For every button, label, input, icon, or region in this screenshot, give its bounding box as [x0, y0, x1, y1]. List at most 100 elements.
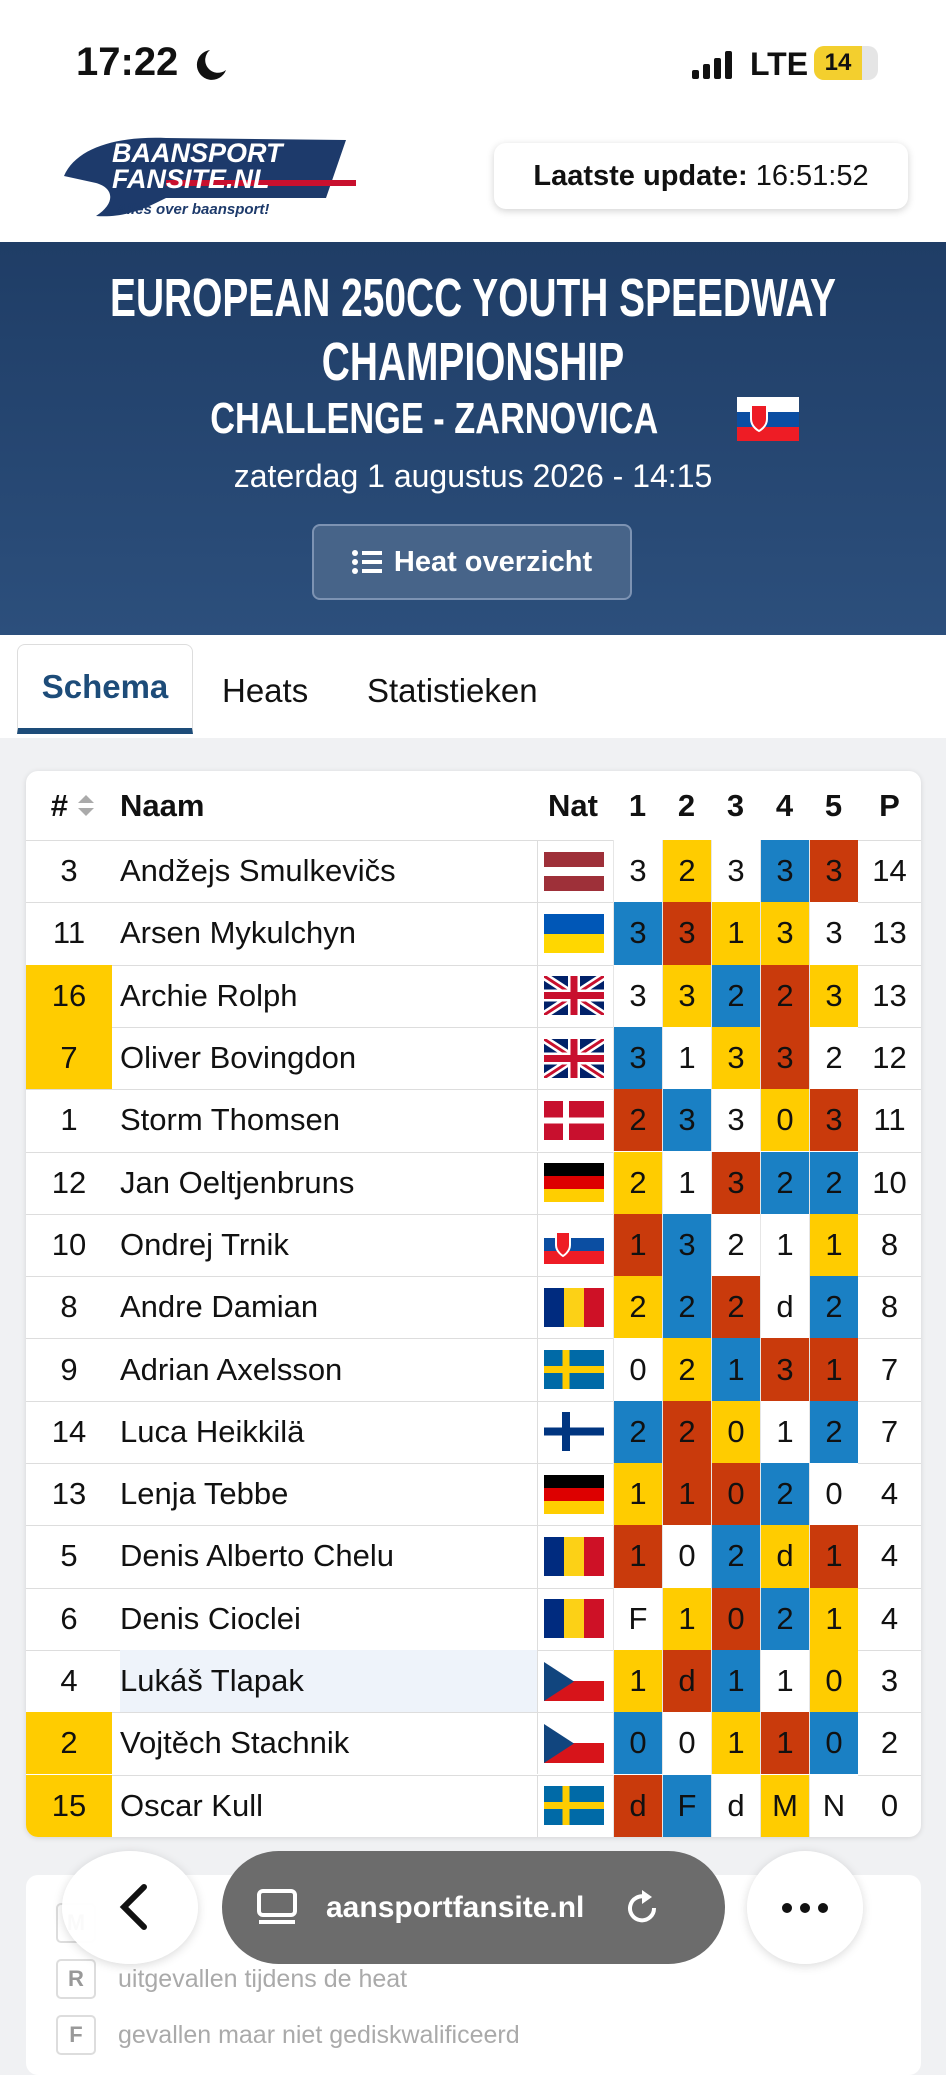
- signal-icon: [692, 51, 732, 79]
- heat-result: 2: [711, 1213, 760, 1277]
- points: 13: [872, 915, 907, 951]
- rider-name[interactable]: Andre Damian: [120, 1289, 319, 1325]
- rider-name[interactable]: Lenja Tebbe: [120, 1476, 289, 1512]
- heat-result: 1: [662, 1026, 711, 1090]
- heat-result: 3: [711, 1089, 760, 1152]
- flag: [537, 840, 609, 903]
- legend-key: F: [56, 2015, 96, 2055]
- heat-result: 1: [809, 1338, 858, 1401]
- rider-name[interactable]: Oliver Bovingdon: [120, 1040, 357, 1076]
- heat-result: 2: [809, 1400, 858, 1463]
- flag: [537, 902, 609, 965]
- legend-text: gevallen maar niet gediskwalificeerd: [118, 2020, 520, 2049]
- flag-image: [543, 1661, 604, 1701]
- heat-result: 3: [711, 1151, 760, 1214]
- heat-result: 3: [662, 902, 711, 965]
- flag: [537, 1400, 609, 1463]
- row-divider: [26, 1712, 921, 1714]
- flag: [537, 1338, 609, 1401]
- column-header: Naam: [120, 787, 205, 823]
- rider-number: 4: [60, 1663, 78, 1699]
- tab[interactable]: Statistieken: [367, 672, 538, 709]
- flag-image: [543, 976, 604, 1016]
- heat-result: 3: [711, 840, 760, 903]
- heat-result: 2: [809, 1026, 858, 1090]
- flag-image: [543, 1038, 604, 1078]
- banner-date: zaterdag 1 augustus 2026 - 14:15: [233, 458, 713, 494]
- flag-image: [543, 1163, 604, 1203]
- rider-name[interactable]: Arsen Mykulchyn: [120, 915, 357, 951]
- column-header: 4: [775, 787, 794, 823]
- flag-image: [543, 1723, 604, 1763]
- heat-result: 3: [809, 902, 858, 965]
- rider-name[interactable]: Jan Oeltjenbruns: [120, 1164, 355, 1200]
- heat-result: 3: [809, 964, 858, 1027]
- rider-name[interactable]: Vojtěch Stachnik: [120, 1725, 350, 1761]
- heat-result: 1: [760, 1649, 809, 1713]
- flag-image: [543, 1536, 604, 1576]
- rider-number: 14: [51, 1413, 87, 1449]
- rider-name[interactable]: Andžejs Smulkevičs: [120, 853, 396, 889]
- heat-button[interactable]: Heat overzicht: [312, 524, 632, 600]
- heat-result: 3: [662, 1089, 711, 1152]
- heat-result: 2: [760, 964, 809, 1027]
- points: 13: [872, 977, 907, 1013]
- rider-name[interactable]: Denis Cioclei: [120, 1600, 301, 1636]
- rider-name[interactable]: Archie Rolph: [120, 977, 298, 1013]
- heat-result: 0: [662, 1712, 711, 1775]
- heat-result: F: [662, 1774, 711, 1837]
- rider-number: 9: [60, 1351, 78, 1387]
- heat-result: 2: [662, 1338, 711, 1401]
- column-header: 5: [824, 787, 843, 823]
- heat-result: 3: [760, 902, 809, 965]
- address-bar[interactable]: aansportfansite.nl: [222, 1851, 725, 1964]
- rider-name[interactable]: Ondrej Trnik: [120, 1226, 289, 1262]
- flag: [537, 1026, 609, 1090]
- row-divider: [26, 1774, 921, 1776]
- update-box: Laatste update: 16:51:52: [494, 143, 908, 209]
- tabs-icon: [257, 1888, 297, 1924]
- rider-name[interactable]: Adrian Axelsson: [120, 1351, 343, 1387]
- more-button[interactable]: [747, 1851, 863, 1964]
- sort-icon[interactable]: [76, 793, 96, 819]
- rider-number: 1: [60, 1102, 78, 1138]
- heat-result: 2: [711, 1276, 760, 1339]
- points: 14: [872, 853, 907, 889]
- rider-name[interactable]: Luca Heikkilä: [120, 1413, 305, 1449]
- heat-result: 1: [613, 1213, 662, 1277]
- back-icon: [119, 1884, 147, 1930]
- rider-number: 15: [26, 1774, 112, 1837]
- rider-name[interactable]: Oscar Kull: [120, 1787, 263, 1823]
- battery-level: 14: [814, 46, 862, 80]
- heat-result: 0: [809, 1463, 858, 1526]
- rider-number: 7: [26, 1026, 112, 1090]
- row-hover: [120, 1649, 537, 1713]
- heat-result: 2: [711, 964, 760, 1027]
- heat-result: 3: [760, 1338, 809, 1401]
- rider-number: 8: [60, 1289, 78, 1325]
- heat-result: 0: [711, 1463, 760, 1526]
- heat-result: 1: [662, 1151, 711, 1214]
- heat-result: d: [760, 1525, 809, 1588]
- tab-active[interactable]: Schema: [17, 644, 193, 734]
- points: 4: [880, 1538, 899, 1574]
- back-button[interactable]: [62, 1851, 198, 1964]
- url: aansportfansite.nl: [326, 1890, 585, 1924]
- row-divider: [26, 1213, 921, 1215]
- heat-result: 1: [711, 902, 760, 965]
- tab[interactable]: Heats: [222, 672, 309, 709]
- heat-result: 2: [662, 1400, 711, 1463]
- heat-result: 2: [613, 1276, 662, 1339]
- points: 7: [880, 1413, 899, 1449]
- heat-result: 2: [760, 1587, 809, 1650]
- flag-image: [543, 1474, 604, 1514]
- heat-result: d: [711, 1774, 760, 1837]
- list-icon: [351, 550, 382, 574]
- heat-result: 0: [711, 1400, 760, 1463]
- heat-result: 2: [809, 1151, 858, 1214]
- heat-result: 3: [662, 964, 711, 1027]
- heat-result: d: [662, 1649, 711, 1713]
- rider-name[interactable]: Lukáš Tlapak: [120, 1663, 304, 1699]
- rider-name[interactable]: Storm Thomsen: [120, 1102, 340, 1138]
- rider-name[interactable]: Denis Alberto Chelu: [120, 1538, 394, 1574]
